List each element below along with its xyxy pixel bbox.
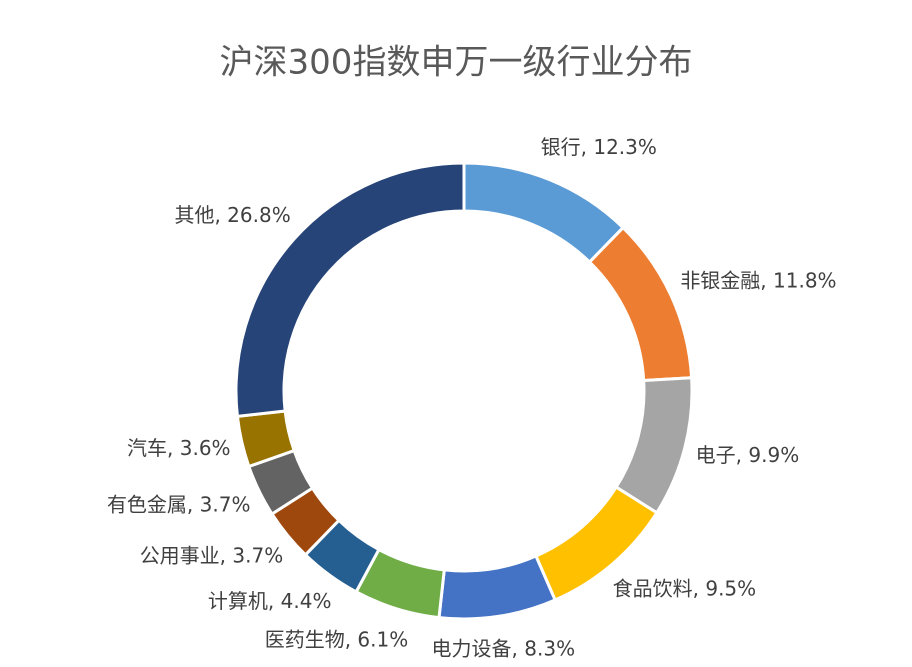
data-label: 食品饮料, 9.5% bbox=[613, 576, 757, 600]
chart-title: 沪深300指数申万一级行业分布 bbox=[220, 43, 693, 83]
data-label: 医药生物, 6.1% bbox=[265, 628, 409, 652]
donut-segment bbox=[234, 161, 466, 419]
data-label: 非银金融, 11.8% bbox=[680, 269, 836, 293]
data-label: 计算机, 4.4% bbox=[208, 589, 332, 613]
data-label: 有色金属, 3.7% bbox=[107, 492, 251, 516]
data-label: 电力设备, 8.3% bbox=[432, 637, 576, 661]
data-label: 其他, 26.8% bbox=[174, 203, 290, 227]
data-label: 银行, 12.3% bbox=[541, 135, 657, 159]
data-label: 汽车, 3.6% bbox=[127, 436, 231, 460]
data-label: 公用事业, 3.7% bbox=[140, 543, 284, 567]
data-label: 电子, 9.9% bbox=[696, 443, 800, 467]
